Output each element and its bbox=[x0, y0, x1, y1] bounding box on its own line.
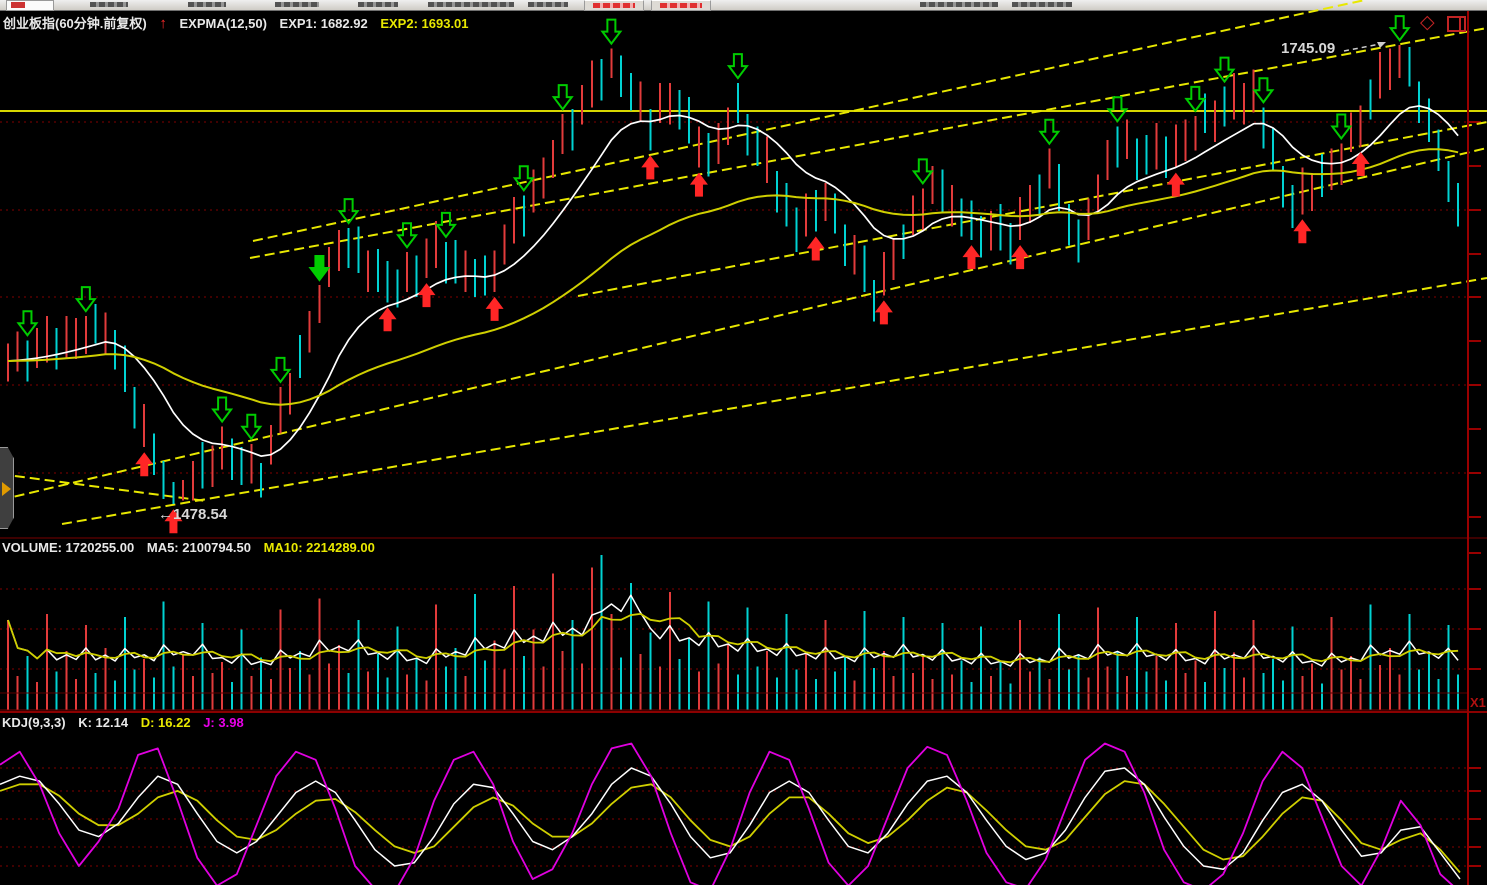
symbol-title: 创业板指(60分钟.前复权) bbox=[3, 16, 147, 31]
menu-item[interactable] bbox=[528, 2, 568, 7]
volume-value: VOLUME: 1720255.00 bbox=[2, 540, 135, 555]
app-logo bbox=[6, 0, 54, 11]
menu-item[interactable] bbox=[358, 2, 398, 7]
menu-item[interactable] bbox=[920, 2, 998, 7]
sidebar-expand-handle[interactable] bbox=[0, 447, 14, 529]
toolbar-button-1[interactable] bbox=[584, 0, 644, 11]
diamond-marker-icon[interactable]: ◇ bbox=[1420, 12, 1435, 33]
volume-pane-header: VOLUME: 1720255.00 MA5: 2100794.50 MA10:… bbox=[2, 540, 384, 555]
menu-bar[interactable] bbox=[0, 0, 1487, 11]
menu-item[interactable] bbox=[188, 2, 226, 7]
kdj-k-value: K: 12.14 bbox=[78, 715, 129, 730]
menu-item[interactable] bbox=[275, 2, 319, 7]
toolbar-button-2[interactable] bbox=[651, 0, 711, 11]
main-chart-header: 创业板指(60分钟.前复权) ↑ EXPMA(12,50) EXP1: 1682… bbox=[3, 13, 478, 32]
volume-ma10-value: MA10: 2214289.00 bbox=[263, 540, 375, 555]
high-price-annotation: 1745.09 bbox=[1281, 40, 1336, 57]
indicator-name[interactable]: EXPMA(12,50) bbox=[179, 16, 267, 31]
exp1-value: EXP1: 1682.92 bbox=[279, 16, 368, 31]
split-window-icon[interactable] bbox=[1447, 16, 1466, 32]
volume-ma5-value: MA5: 2100794.50 bbox=[146, 540, 251, 555]
kdj-j-value: J: 3.98 bbox=[203, 715, 244, 730]
expand-arrow-icon bbox=[2, 482, 11, 496]
low-price-annotation: ←1478.54 bbox=[158, 506, 228, 523]
menu-item[interactable] bbox=[1012, 2, 1072, 7]
menu-item[interactable] bbox=[428, 2, 514, 7]
exp2-value: EXP2: 1693.01 bbox=[380, 16, 469, 31]
kdj-pane-header: KDJ(9,3,3) K: 12.14 D: 16.22 J: 3.98 bbox=[2, 715, 253, 730]
kdj-d-value: D: 16.22 bbox=[140, 715, 191, 730]
menu-item[interactable] bbox=[90, 2, 128, 7]
scale-x1-label[interactable]: X1 bbox=[1470, 695, 1486, 710]
kdj-indicator-name[interactable]: KDJ(9,3,3) bbox=[2, 715, 66, 730]
trend-up-arrow-icon: ↑ bbox=[159, 15, 167, 32]
